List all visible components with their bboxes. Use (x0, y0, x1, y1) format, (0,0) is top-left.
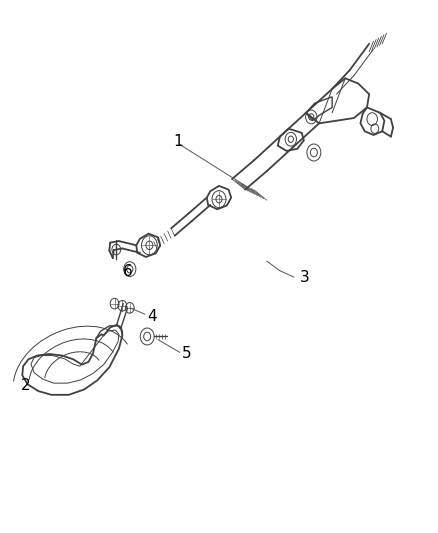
Text: 1: 1 (173, 134, 183, 149)
Text: 2: 2 (21, 378, 31, 393)
Text: 4: 4 (147, 309, 157, 325)
Text: 3: 3 (300, 270, 309, 285)
Text: 6: 6 (123, 264, 133, 279)
Text: 5: 5 (182, 346, 192, 361)
